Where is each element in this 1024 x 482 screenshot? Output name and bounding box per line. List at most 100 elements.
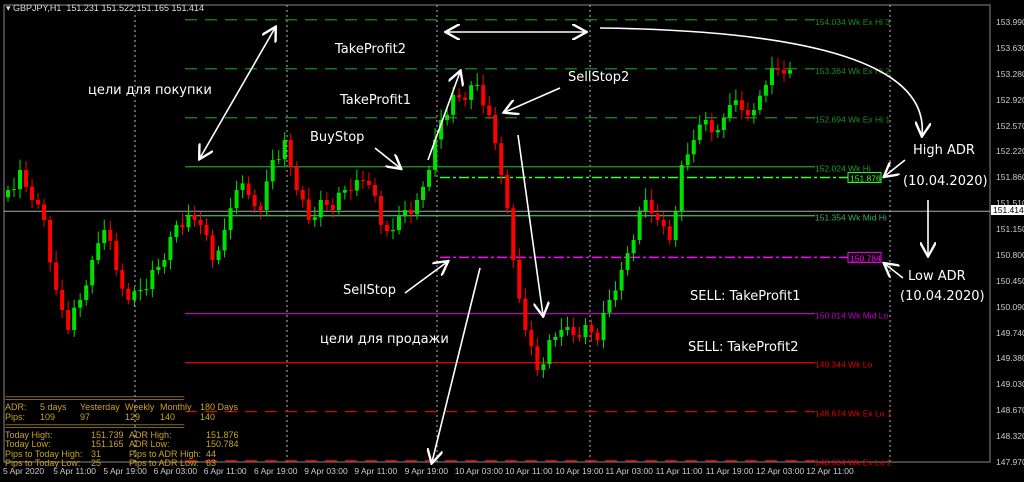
cell: Yesterday xyxy=(80,402,120,413)
cell: Monthly xyxy=(160,402,192,413)
price-axis-label: 148.670 xyxy=(996,405,1024,416)
candle-body xyxy=(613,290,618,300)
candle-body xyxy=(288,140,293,167)
adr-level-label: 151.876 xyxy=(850,174,881,184)
candle-body xyxy=(553,336,558,341)
candle-body xyxy=(18,170,23,190)
candle-body xyxy=(168,237,173,260)
candle-body xyxy=(589,324,594,333)
candle-body xyxy=(523,298,528,331)
candle-body xyxy=(390,230,395,232)
pips-today-high-value: 31 xyxy=(91,448,102,459)
sell-stop2-down-arrow xyxy=(517,134,543,315)
cell: 97 xyxy=(80,411,91,422)
sell-targets-arrow xyxy=(432,267,481,462)
price-axis-label: 151.860 xyxy=(996,172,1024,183)
candle-body xyxy=(264,181,269,210)
candle-body xyxy=(222,230,227,251)
candle-body xyxy=(144,289,149,291)
time-axis-label: 10 Apr 03:00 xyxy=(454,466,504,476)
candle-body xyxy=(571,327,576,335)
candle-body xyxy=(360,180,365,182)
candle-body xyxy=(306,199,311,221)
candle-body xyxy=(84,285,89,300)
price-axis-label: 153.280 xyxy=(996,68,1024,79)
candle-body xyxy=(252,195,257,207)
candle-body xyxy=(529,330,534,347)
pips-adr-high-label: Pips to ADR High: xyxy=(129,448,202,459)
cell: 140 xyxy=(160,411,176,422)
candle-body xyxy=(204,224,209,236)
candle-body xyxy=(36,199,41,205)
candle-body xyxy=(108,230,113,241)
chart-frame xyxy=(3,4,991,463)
candle-body xyxy=(294,166,299,191)
price-axis-label: 151.510 xyxy=(996,198,1024,209)
price-axis-label: 147.970 xyxy=(996,456,1024,467)
candle-body xyxy=(198,220,203,225)
candle-body xyxy=(132,291,137,300)
sell-targets-annotation: цели для продажи xyxy=(320,332,449,347)
candle-body xyxy=(709,120,714,133)
time-axis-label: 6 Apr 11:00 xyxy=(203,466,247,476)
candle-body xyxy=(216,250,221,260)
candle-body xyxy=(246,183,251,196)
candle-body xyxy=(78,299,83,308)
buy-stop-annotation: BuyStop xyxy=(310,130,365,145)
candle-body xyxy=(625,253,630,271)
candle-body xyxy=(240,183,245,191)
level-label: 152.694 Wk Ex Hi 1 xyxy=(815,115,890,125)
candle-body xyxy=(324,199,329,205)
cell: 109 xyxy=(40,411,56,422)
candle-body xyxy=(42,204,47,221)
time-axis-label: 11 Apr 03:00 xyxy=(605,466,653,476)
cell: 180 Days xyxy=(200,402,239,413)
candle-body xyxy=(637,210,642,241)
candle-body xyxy=(312,217,317,221)
candle-body xyxy=(228,208,233,231)
price-axis-label: 152.570 xyxy=(996,120,1024,131)
high-adr-annotation: High ADR xyxy=(913,143,975,158)
candle-body xyxy=(643,199,648,211)
sell-stop2-annotation: SellStop2 xyxy=(568,70,630,85)
adr-low-label: ADR Low: xyxy=(129,439,170,450)
take-profit1-arrow xyxy=(427,72,460,161)
pips-adr-low-value: 63 xyxy=(206,458,217,469)
candle-body xyxy=(403,209,408,217)
candle-body xyxy=(517,259,522,299)
candle-body xyxy=(60,290,65,311)
candle-body xyxy=(300,190,305,200)
candle-body xyxy=(481,84,486,106)
time-axis-label: 10 Apr 19:00 xyxy=(555,466,604,476)
high-adr-pointer-arrow xyxy=(885,159,906,176)
time-axis-label: 9 Apr 03:00 xyxy=(304,466,348,476)
pips-adr-high-value: 44 xyxy=(206,448,217,459)
high-adr-date: (10.04.2020) xyxy=(903,174,988,189)
candle-body xyxy=(583,324,588,338)
ohlc-values: 151.231 151.522 151.165 151.414 xyxy=(66,3,205,13)
candle-body xyxy=(457,95,462,98)
price-axis-label: 152.220 xyxy=(996,146,1024,157)
candle-body xyxy=(366,180,371,185)
candle-body xyxy=(102,230,107,244)
pips-row: Pips: 109 97 129 140 140 xyxy=(5,411,260,422)
cell: 5 days xyxy=(40,402,67,413)
candle-body xyxy=(156,266,161,271)
adr-info-panel: ========================================… xyxy=(5,394,260,468)
low-adr-pointer-arrow xyxy=(885,264,904,279)
price-axis-label: 150.090 xyxy=(996,301,1024,312)
candle-body xyxy=(565,327,570,331)
level-label: 148.004 Wk Ex Lo 2 xyxy=(815,458,892,468)
today-low-value: 151.165 xyxy=(91,439,124,450)
candle-body xyxy=(781,70,786,74)
candle-body xyxy=(282,140,287,160)
price-axis-label: 150.800 xyxy=(996,249,1024,260)
sell-stop2-arrow xyxy=(505,87,561,112)
candle-body xyxy=(114,240,119,271)
candle-body xyxy=(577,334,582,338)
candle-body xyxy=(499,143,504,175)
candle-body xyxy=(769,68,774,85)
candle-body xyxy=(234,190,239,209)
separator: ========================================… xyxy=(5,394,185,403)
